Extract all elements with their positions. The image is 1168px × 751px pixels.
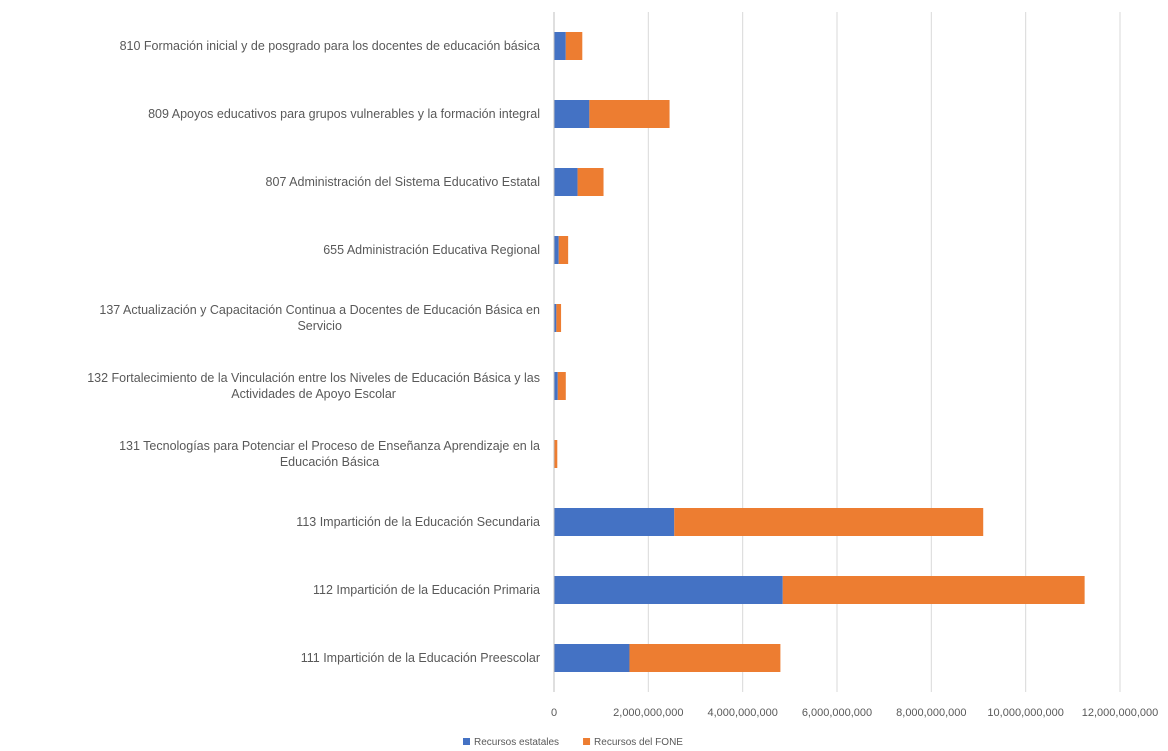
legend-swatch-estatales bbox=[463, 738, 470, 745]
bar-recursos-fone bbox=[554, 440, 558, 468]
bar-recursos-estatales bbox=[554, 168, 578, 196]
bar-recursos-fone bbox=[565, 32, 583, 60]
bar-recursos-fone bbox=[782, 576, 1085, 604]
category-label: 131 Tecnologías para Potenciar el Proces… bbox=[119, 439, 540, 469]
x-tick-label: 2,000,000,000 bbox=[613, 707, 683, 719]
bar-recursos-estatales bbox=[554, 304, 557, 332]
bar-recursos-estatales bbox=[554, 100, 590, 128]
x-tick-label: 6,000,000,000 bbox=[802, 707, 872, 719]
category-label: 112 Impartición de la Educación Primaria bbox=[313, 583, 540, 597]
bar-recursos-fone bbox=[629, 644, 781, 672]
bar-recursos-fone bbox=[558, 236, 569, 264]
bar-recursos-estatales bbox=[554, 236, 559, 264]
category-label: 809 Apoyos educativos para grupos vulner… bbox=[148, 107, 540, 121]
legend: Recursos estatales Recursos del FONE bbox=[463, 737, 683, 748]
bar-recursos-fone bbox=[589, 100, 670, 128]
x-tick-labels: 0 2,000,000,000 4,000,000,000 6,000,000,000… bbox=[551, 707, 1158, 719]
category-label: 655 Administración Educativa Regional bbox=[323, 243, 540, 257]
legend-label-fone: Recursos del FONE bbox=[594, 737, 683, 748]
category-label: 137 Actualización y Capacitación Continu… bbox=[99, 303, 540, 333]
category-labels: 810 Formación inicial y de posgrado para… bbox=[87, 39, 540, 665]
x-tick-label: 8,000,000,000 bbox=[896, 707, 966, 719]
category-label: 807 Administración del Sistema Educativo… bbox=[266, 175, 540, 189]
bar-recursos-fone bbox=[577, 168, 604, 196]
category-label: 113 Impartición de la Educación Secundar… bbox=[296, 515, 540, 529]
category-label: 810 Formación inicial y de posgrado para… bbox=[120, 39, 540, 53]
bar-recursos-fone bbox=[556, 304, 562, 332]
legend-swatch-fone bbox=[583, 738, 591, 745]
bar-recursos-fone bbox=[674, 508, 984, 536]
bar-recursos-estatales bbox=[554, 576, 783, 604]
category-label: 132 Fortalecimiento de la Vinculación en… bbox=[87, 371, 540, 401]
x-tick-label: 12,000,000,000 bbox=[1082, 707, 1158, 719]
x-tick-label: 4,000,000,000 bbox=[707, 707, 777, 719]
bar-recursos-estatales bbox=[554, 508, 675, 536]
bar-recursos-estatales bbox=[554, 32, 566, 60]
bar-recursos-estatales bbox=[554, 644, 630, 672]
bar-recursos-estatales bbox=[554, 372, 558, 400]
bar-recursos-fone bbox=[557, 372, 566, 400]
bars bbox=[554, 32, 1085, 672]
x-tick-label: 10,000,000,000 bbox=[987, 707, 1063, 719]
category-label: 111 Impartición de la Educación Preescol… bbox=[301, 651, 540, 665]
legend-label-estatales: Recursos estatales bbox=[474, 737, 559, 748]
x-tick-label: 0 bbox=[551, 707, 557, 719]
